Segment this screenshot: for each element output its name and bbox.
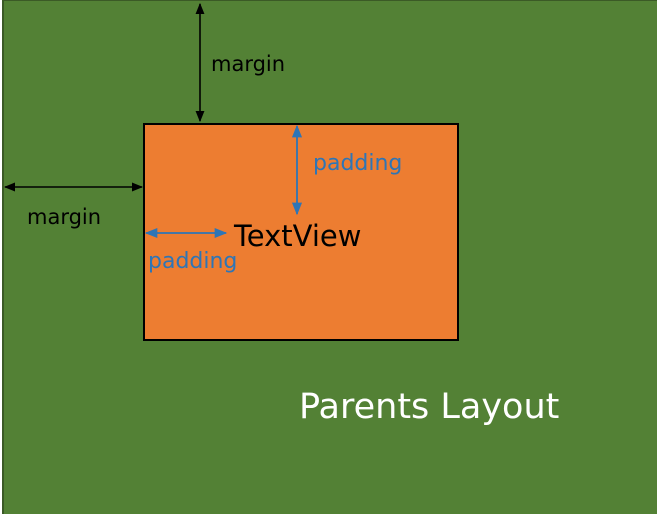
textview-label: TextView: [234, 219, 362, 253]
margin-top-label: margin: [211, 52, 286, 76]
padding-top-label: padding: [313, 151, 403, 176]
padding-left-label: padding: [148, 249, 238, 274]
parent-layout-label: Parents Layout: [299, 387, 560, 427]
margin-left-label: margin: [27, 205, 102, 229]
